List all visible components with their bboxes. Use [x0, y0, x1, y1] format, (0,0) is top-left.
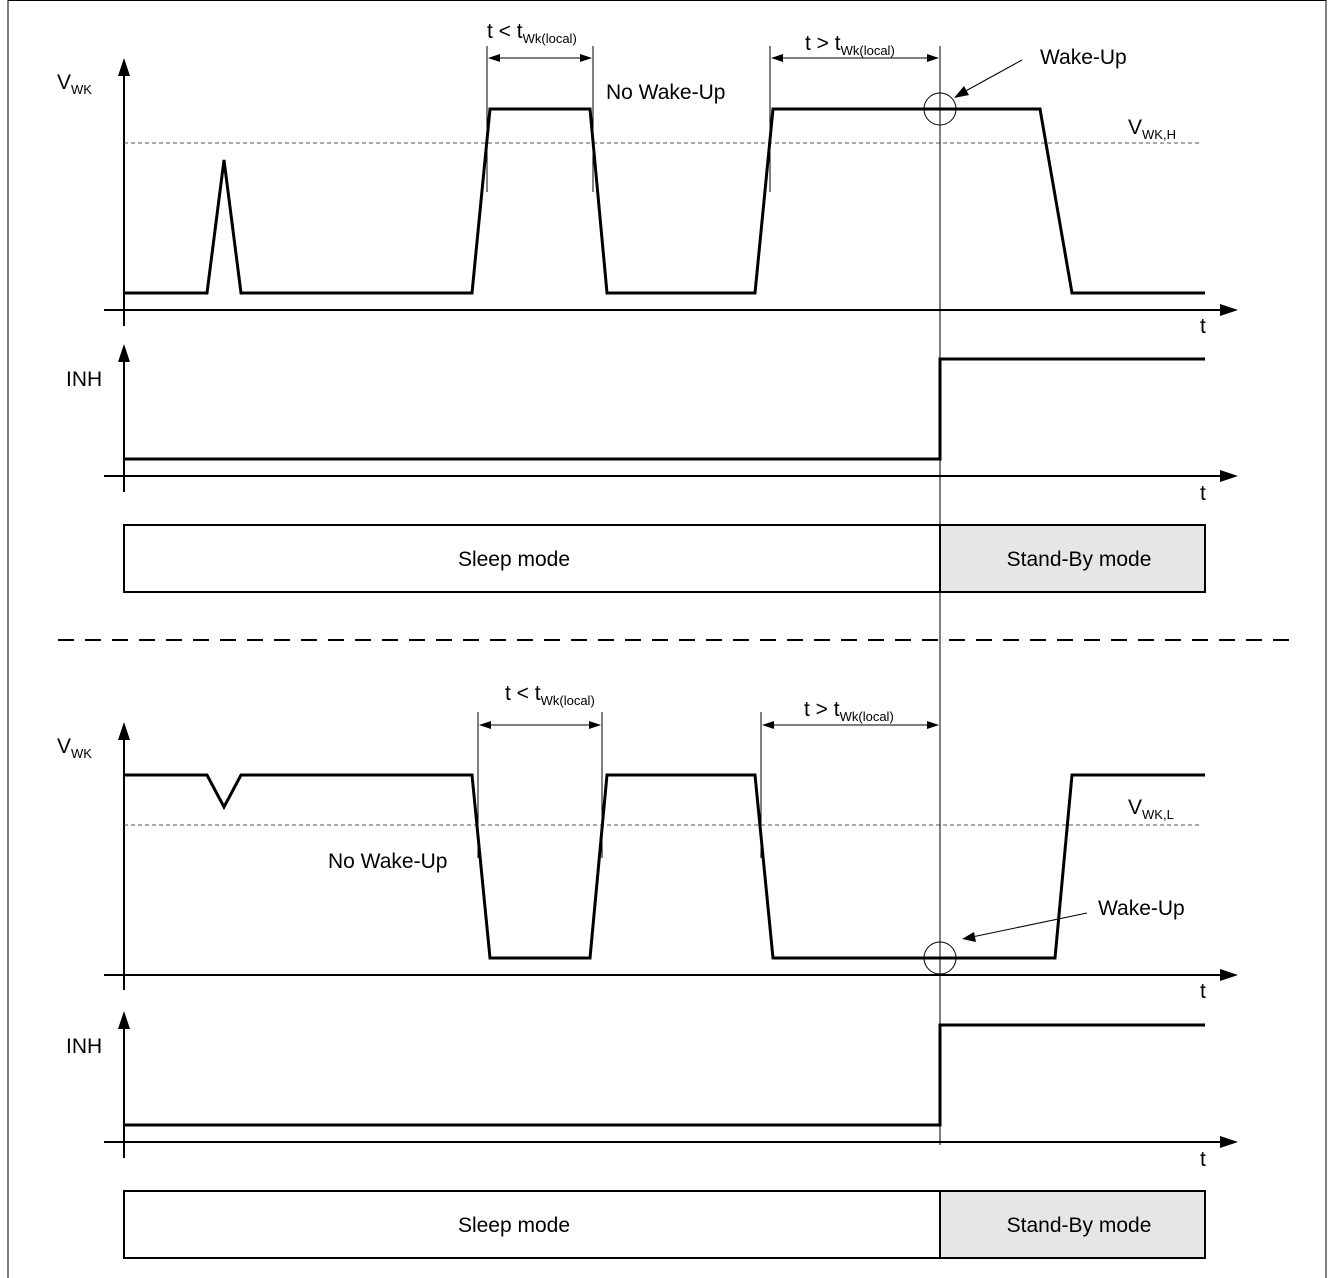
bottom-long-interval-arrow-right	[927, 721, 939, 729]
bottom-wakeup-label: Wake-Up	[1098, 897, 1185, 920]
top-long-interval-arrow-right	[927, 54, 939, 62]
bottom-standby-mode-box	[939, 1190, 1206, 1259]
top-standby-mode-label: Stand-By mode	[1007, 548, 1152, 571]
top-no-wakeup-label: No Wake-Up	[606, 81, 725, 104]
top-inh-t-axis-label: t	[1200, 482, 1206, 505]
top-long-interval-label: t > tWk(local)	[805, 32, 895, 58]
bottom-short-interval-label: t < tWk(local)	[505, 682, 595, 708]
top-vwk-waveform	[124, 107, 1205, 295]
top-wakeup-circle	[923, 92, 957, 126]
bottom-panel: VWK t VWK,L t < tWk(local) t > tWk(local…	[57, 682, 1238, 1259]
bottom-inh-waveform	[124, 1023, 1205, 1127]
bottom-vwk-y-arrow	[118, 722, 130, 740]
bottom-threshold-label: VWK,L	[1128, 796, 1174, 822]
bottom-vwk-t-arrow	[1220, 969, 1238, 981]
top-threshold-label: VWK,H	[1128, 116, 1176, 142]
bottom-wakeup-pointer-line	[971, 912, 1088, 938]
bottom-standby-mode-label: Stand-By mode	[1007, 1214, 1152, 1237]
top-sleep-mode-label: Sleep mode	[458, 548, 570, 571]
bottom-inh-y-arrow	[118, 1011, 130, 1029]
top-short-interval-arrow-left	[488, 54, 500, 62]
bottom-short-interval-arrow-left	[479, 721, 491, 729]
top-short-interval-label: t < tWk(local)	[487, 20, 577, 46]
bottom-wakeup-pointer-arrow	[962, 932, 976, 942]
top-t-axis-label: t	[1200, 315, 1206, 338]
top-short-interval-arrow-right	[580, 54, 592, 62]
top-panel: VWK t VWK,H t < tWk(local) t > tWk(local…	[57, 20, 1238, 720]
top-wakeup-pointer-line	[961, 59, 1023, 94]
top-vwk-axis-label: VWK	[57, 71, 92, 97]
bottom-long-interval-label: t > tWk(local)	[804, 698, 894, 724]
top-inh-waveform	[124, 357, 1205, 461]
top-wakeup-label: Wake-Up	[1040, 46, 1127, 69]
bottom-t-axis-label: t	[1200, 980, 1206, 1003]
bottom-inh-t-arrow	[1220, 1136, 1238, 1148]
top-standby-mode-box	[939, 524, 1206, 593]
top-long-interval-arrow-left	[771, 54, 783, 62]
bottom-vwk-waveform	[124, 773, 1205, 960]
top-inh-t-arrow	[1220, 470, 1238, 482]
bottom-long-interval-arrow-left	[762, 721, 774, 729]
bottom-no-wakeup-label: No Wake-Up	[328, 850, 447, 873]
bottom-inh-t-axis-label: t	[1200, 1148, 1206, 1171]
top-inh-y-arrow	[118, 344, 130, 362]
bottom-short-interval-arrow-right	[589, 721, 601, 729]
top-wakeup-pointer-arrow	[954, 86, 969, 98]
bottom-inh-label: INH	[66, 1035, 102, 1058]
bottom-sleep-mode-label: Sleep mode	[458, 1214, 570, 1237]
bottom-wakeup-circle	[923, 941, 957, 975]
bottom-vwk-axis-label: VWK	[57, 735, 92, 761]
top-inh-label: INH	[66, 368, 102, 391]
top-vwk-y-arrow	[118, 58, 130, 76]
top-vwk-t-arrow	[1220, 304, 1238, 316]
